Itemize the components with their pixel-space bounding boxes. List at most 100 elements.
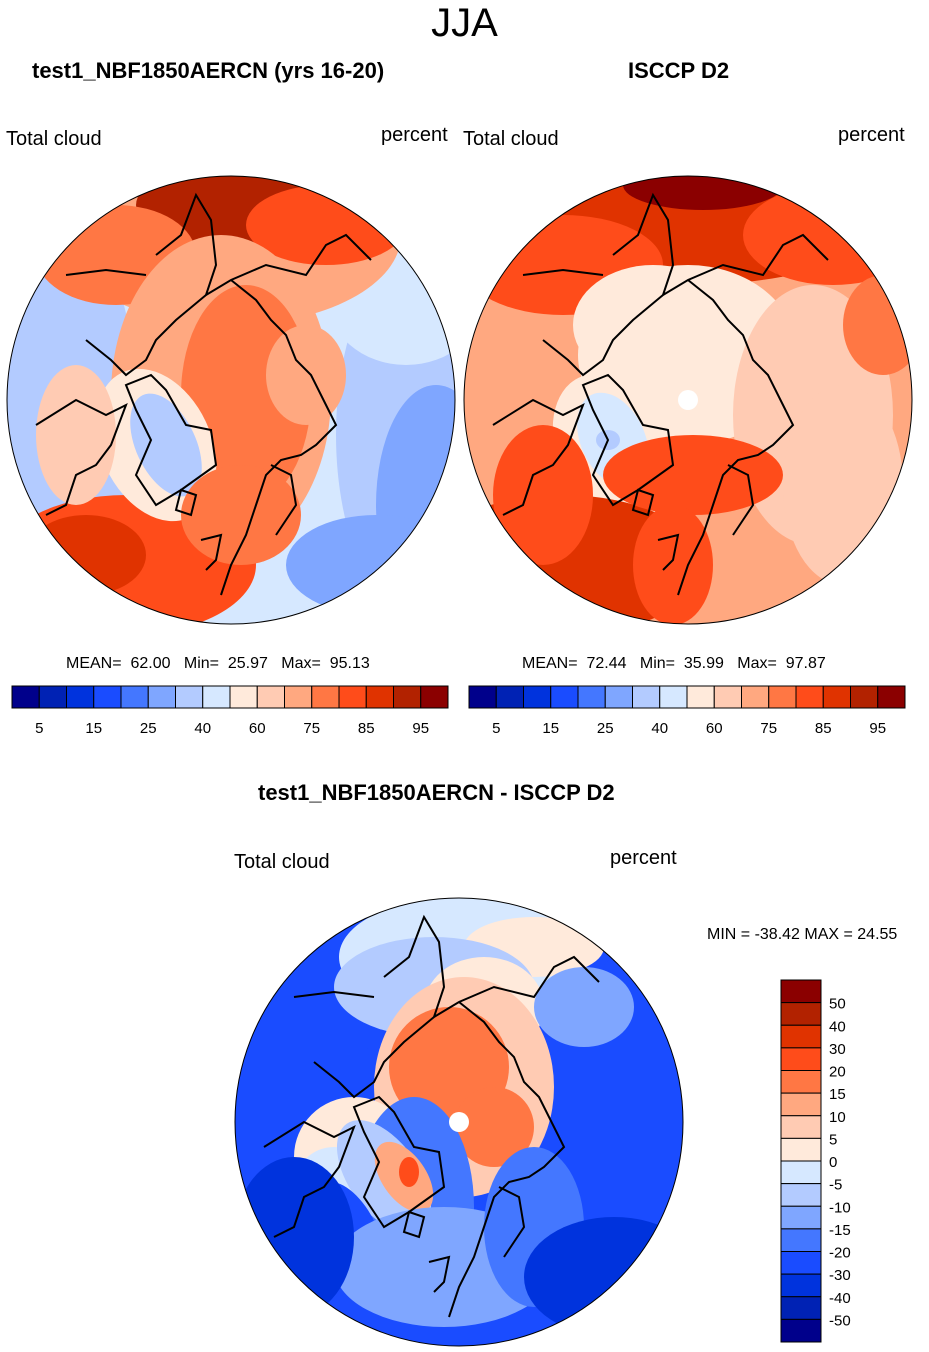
- colorbar-box: [741, 685, 770, 709]
- colorbar-tick-label: 40: [651, 720, 668, 737]
- obs-mean-value: 72.44: [586, 655, 627, 672]
- colorbar-box: [780, 1160, 822, 1185]
- colorbar-box: [780, 1070, 822, 1094]
- field-contour-region: [573, 265, 733, 385]
- map-boundary: [234, 897, 684, 1347]
- coastline: [402, 1210, 426, 1239]
- colorbar-tick-label: 30: [829, 1041, 846, 1058]
- colorbar-tick-label: 15: [829, 1086, 846, 1103]
- model-min-value: 25.97: [227, 655, 268, 672]
- obs-max-label: Max=: [737, 655, 777, 672]
- colorbar-box: [780, 1251, 822, 1275]
- colorbar-box: [877, 685, 906, 709]
- coastline: [492, 398, 585, 516]
- colorbar-tick-label: 0: [829, 1154, 837, 1171]
- colorbar-box: [822, 685, 851, 709]
- colorbar-box: [604, 685, 633, 709]
- colorbar-box: [175, 685, 204, 709]
- obs-map: [463, 175, 913, 625]
- coastline: [35, 398, 128, 516]
- colorbar-box: [780, 1228, 822, 1252]
- field-contour-region: [286, 515, 455, 615]
- coastline: [612, 192, 829, 298]
- map-field: [235, 898, 683, 1346]
- coastline: [263, 1120, 356, 1238]
- obs-min-label: Min=: [639, 655, 675, 672]
- colorbar-tick-label: 10: [829, 1109, 846, 1126]
- colorbar-tick-label: 50: [829, 996, 846, 1013]
- colorbar-box: [11, 685, 40, 709]
- colorbar-box: [147, 685, 176, 709]
- obs-units-label: percent: [838, 124, 905, 146]
- colorbar-tick-label: 5: [829, 1131, 837, 1148]
- coastline: [631, 488, 655, 517]
- coastline: [293, 990, 375, 998]
- field-contour-region: [743, 185, 912, 285]
- colorbar-tick-label: -20: [829, 1245, 851, 1262]
- colorbar-tick-label: 40: [194, 720, 211, 737]
- colorbar-box: [495, 685, 524, 709]
- coastline: [352, 1095, 446, 1229]
- colorbar-box: [38, 685, 67, 709]
- colorbar-box: [256, 685, 285, 709]
- model-map: [6, 175, 456, 625]
- colorbar-tick-label: 85: [815, 720, 832, 737]
- coastline: [174, 488, 198, 517]
- colorbar-box: [338, 685, 367, 709]
- colorbar-tick-label: 95: [412, 720, 429, 737]
- coastline: [522, 268, 604, 276]
- field-contour-region: [266, 325, 346, 425]
- diff-variable-label: Total cloud: [234, 851, 330, 873]
- model-max-value: 95.13: [329, 655, 370, 672]
- coastline: [220, 279, 338, 596]
- obs-min-value: 35.99: [683, 655, 724, 672]
- field-contour-region: [399, 1157, 419, 1187]
- diff-panel-title: test1_NBF1850AERCN - ISCCP D2: [258, 780, 615, 805]
- colorbar-tick-label: 60: [706, 720, 723, 737]
- model-max-label: Max=: [281, 655, 321, 672]
- colorbar-tick-label: 95: [869, 720, 886, 737]
- colorbar-box: [780, 1318, 822, 1343]
- colorbar-box: [780, 979, 822, 1004]
- map-boundary: [6, 175, 456, 625]
- colorbar-tick-label: 5: [492, 720, 500, 737]
- field-contour-region: [524, 1217, 683, 1337]
- coastline: [313, 1016, 435, 1099]
- model-variable-label: Total cloud: [6, 128, 102, 150]
- coastline: [657, 533, 680, 571]
- colorbar-box: [66, 685, 95, 709]
- colorbar-tick-label: 20: [829, 1064, 846, 1081]
- colorbar-tick-label: -10: [829, 1199, 851, 1216]
- colorbar-box: [468, 685, 497, 709]
- colorbar-box: [365, 685, 394, 709]
- field-contour-region: [783, 385, 903, 585]
- model-panel-title: test1_NBF1850AERCN (yrs 16-20): [32, 58, 385, 83]
- colorbar-box: [780, 1092, 822, 1117]
- coastline: [581, 373, 675, 507]
- colorbar-tick-label: -30: [829, 1267, 851, 1284]
- colorbar-box: [420, 685, 449, 709]
- colorbar-box: [713, 685, 742, 709]
- field-contour-region: [26, 515, 146, 595]
- obs-mean-label: MEAN=: [522, 655, 578, 672]
- map-field: [7, 176, 455, 624]
- colorbar-box: [768, 685, 797, 709]
- colorbar-tick-label: 15: [85, 720, 102, 737]
- colorbar-box: [686, 685, 715, 709]
- colorbar-box: [577, 685, 606, 709]
- colorbar-tick-label: -15: [829, 1222, 851, 1239]
- obs-max-value: 97.87: [785, 655, 826, 672]
- model-colorbar: 5 15 25 40 60 75 85 95: [11, 685, 449, 737]
- model-min-label: Min=: [183, 655, 219, 672]
- coastline: [155, 192, 372, 298]
- field-contour-region: [235, 1157, 354, 1317]
- coastline: [124, 373, 218, 507]
- map-boundary: [463, 175, 913, 625]
- coastline: [677, 279, 795, 596]
- coastline: [200, 533, 223, 571]
- missing-data-pole: [449, 1112, 469, 1132]
- missing-data-pole: [678, 390, 698, 410]
- colorbar-tick-label: -50: [829, 1312, 851, 1329]
- colorbar-box: [311, 685, 340, 709]
